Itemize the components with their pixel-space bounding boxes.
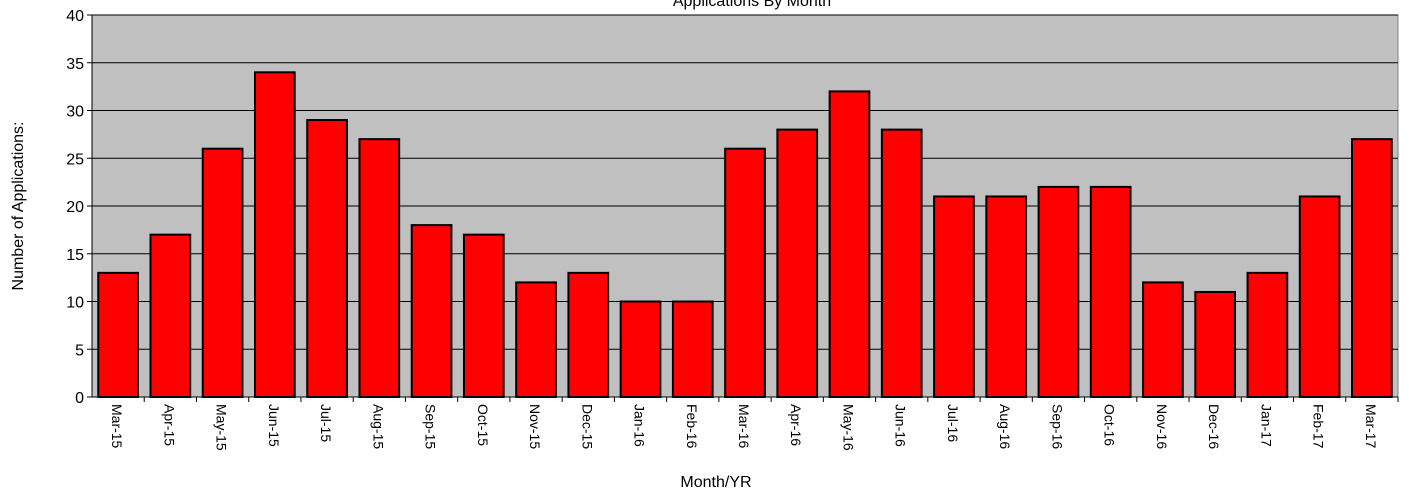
bar-jun-15 (253, 71, 296, 399)
bar-sep-15 (410, 224, 453, 398)
bar-oct-15 (462, 233, 505, 398)
x-axis-label: Month/YR (680, 474, 751, 489)
x-tick-label: Mar-15 (109, 404, 125, 449)
bar-oct-16 (1089, 185, 1132, 398)
bars (97, 71, 1393, 399)
x-tick-label: Jan-17 (1258, 404, 1274, 447)
y-axis-ticks: 0 5 10 15 20 25 30 35 40 (66, 8, 92, 407)
x-tick-label: Mar-16 (736, 404, 752, 449)
x-tick-label: Apr-16 (788, 404, 804, 446)
chart-title: Applications By Month (673, 0, 831, 10)
bar-jan-16 (619, 300, 662, 398)
y-tick-label: 30 (66, 104, 84, 121)
x-tick-label: Dec-16 (1206, 404, 1222, 449)
x-tick-label: Jan-16 (632, 404, 648, 447)
bar-mar-15 (97, 271, 139, 399)
x-tick-label: Feb-17 (1311, 404, 1327, 449)
bar-sep-16 (1037, 185, 1080, 398)
x-tick-label: Feb-16 (684, 404, 700, 449)
x-tick-label: Sep-15 (423, 404, 439, 449)
bar-feb-17 (1298, 195, 1341, 398)
y-tick-label: 0 (75, 390, 84, 407)
y-tick-label: 35 (66, 56, 84, 73)
bar-apr-15 (149, 233, 192, 398)
bar-jul-16 (933, 195, 975, 398)
bar-jan-17 (1246, 271, 1289, 399)
x-tick-label: Jul-16 (945, 404, 961, 442)
bar-dec-15 (567, 271, 610, 399)
bar-aug-15 (358, 138, 401, 398)
x-tick-label: Oct-15 (475, 404, 491, 446)
bar-feb-16 (671, 300, 714, 398)
x-tick-label: Aug-15 (370, 404, 386, 449)
bar-jul-15 (306, 119, 348, 399)
bar-nov-15 (515, 281, 557, 398)
x-tick-label: Nov-15 (527, 404, 543, 449)
y-tick-label: 5 (75, 342, 84, 359)
x-tick-label: Jun-15 (266, 404, 282, 447)
y-tick-label: 25 (66, 151, 84, 168)
bar-mar-17 (1351, 138, 1393, 398)
y-tick-label: 20 (66, 199, 84, 216)
x-tick-label: Oct-16 (1102, 404, 1118, 446)
x-tick-label: May-15 (214, 404, 230, 451)
y-tick-label: 10 (66, 295, 84, 312)
x-tick-label: Mar-17 (1363, 404, 1379, 449)
y-tick-label: 15 (66, 247, 84, 264)
bar-jun-16 (880, 128, 923, 398)
x-tick-label: Dec-15 (579, 404, 595, 449)
x-tick-label: Nov-16 (1154, 404, 1170, 449)
bar-may-15 (201, 147, 244, 398)
bar-nov-16 (1142, 281, 1184, 398)
x-axis-ticks: Mar-15 Apr-15 May-15 Jun-15 Jul-15 Aug-15 Sep-… (109, 397, 1399, 451)
bar-apr-16 (776, 128, 819, 398)
x-tick-label: Apr-15 (161, 404, 177, 446)
bar-dec-16 (1194, 290, 1237, 399)
x-tick-label: May-16 (840, 404, 856, 451)
x-tick-label: Aug-16 (997, 404, 1013, 449)
y-tick-label: 40 (66, 8, 84, 25)
bar-aug-16 (985, 195, 1028, 398)
bar-may-16 (828, 90, 871, 399)
x-tick-label: Sep-16 (1049, 404, 1065, 449)
x-tick-label: Jul-15 (318, 404, 334, 442)
y-axis-label: Number of Applications: (10, 122, 27, 291)
x-tick-label: Jun-16 (893, 404, 909, 447)
bar-mar-16 (724, 147, 766, 398)
